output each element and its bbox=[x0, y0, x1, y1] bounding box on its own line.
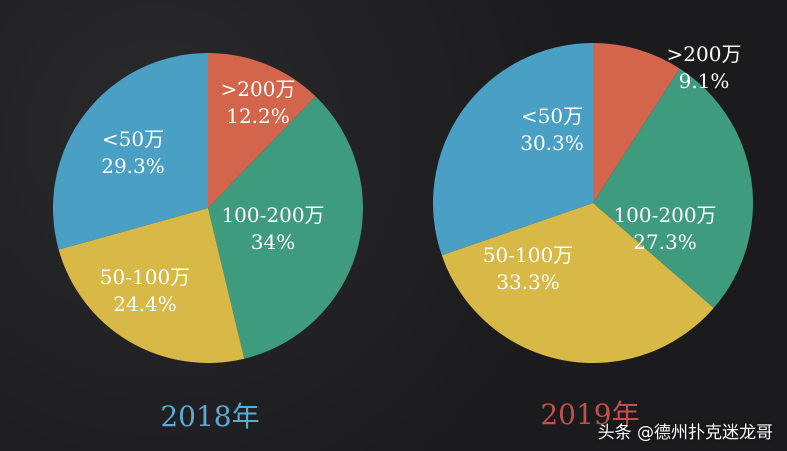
year-label-2018: 2018年 bbox=[160, 400, 259, 433]
slice-category-label: >200万 bbox=[221, 77, 296, 101]
slice-category-label: 100-200万 bbox=[221, 203, 324, 227]
slice-value-label: 29.3% bbox=[101, 154, 165, 178]
source-watermark: 头条 @德州扑克迷龙哥 bbox=[597, 423, 773, 443]
slice-category-label: <50万 bbox=[521, 104, 583, 128]
slice-value-label: 9.1% bbox=[679, 69, 730, 93]
pie-slice-under_50 bbox=[432, 42, 593, 256]
pie-slice-over_200 bbox=[593, 43, 680, 203]
pie-slice-r50_100 bbox=[58, 208, 245, 363]
pie-slice-r50_100 bbox=[441, 203, 714, 363]
slice-value-label: 33.3% bbox=[496, 270, 560, 294]
slice-value-label: 12.2% bbox=[226, 104, 290, 128]
slice-value-label: 24.4% bbox=[113, 292, 177, 316]
slice-category-label: 50-100万 bbox=[483, 243, 573, 267]
slice-value-label: 34% bbox=[251, 230, 295, 254]
pie-slice-r100_200 bbox=[593, 68, 753, 309]
slice-value-label: 30.3% bbox=[520, 131, 584, 155]
slice-category-label: <50万 bbox=[102, 127, 164, 151]
pie-slice-r100_200 bbox=[208, 96, 363, 359]
pie-2019: >200万 9.1% 100-200万 27.3% 50-100万 33.3% <50万 30… bbox=[432, 42, 753, 363]
slice-category-label: >200万 bbox=[667, 42, 742, 66]
pie-2018: >200万 12.2% 100-200万 34% 50-100万 24.4% <50万 29.… bbox=[52, 53, 363, 363]
pie-slice-under_50 bbox=[52, 53, 209, 250]
slice-category-label: 50-100万 bbox=[100, 265, 190, 289]
slice-category-label: 100-200万 bbox=[613, 203, 716, 227]
slice-value-label: 27.3% bbox=[633, 230, 697, 254]
pie-slice-over_200 bbox=[208, 53, 316, 208]
year-label-2019: 2019年 bbox=[540, 398, 639, 431]
